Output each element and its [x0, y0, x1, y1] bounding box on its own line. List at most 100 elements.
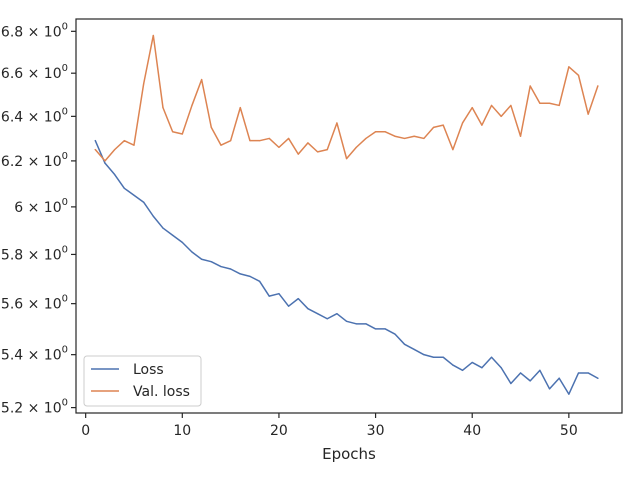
data-point-1-9: [181, 133, 183, 135]
data-point-1-13: [220, 144, 222, 146]
data-point-1-27: [355, 146, 357, 148]
data-point-0-18: [268, 295, 270, 297]
data-point-0-31: [394, 333, 396, 335]
data-point-0-21: [297, 298, 299, 300]
data-point-1-18: [268, 137, 270, 140]
data-point-0-14: [230, 268, 232, 270]
data-point-0-49: [568, 393, 570, 395]
x-tick-label-4: 40: [463, 423, 481, 439]
data-point-0-41: [490, 356, 493, 358]
data-point-1-39: [471, 107, 473, 109]
data-point-1-30: [384, 131, 386, 133]
data-point-0-48: [558, 377, 560, 379]
data-point-0-35: [432, 356, 435, 358]
data-point-0-13: [220, 265, 222, 268]
x-tick-label-0: 0: [81, 423, 90, 439]
data-point-1-10: [191, 104, 193, 107]
data-point-1-35: [432, 126, 435, 128]
data-point-0-3: [123, 187, 125, 189]
data-point-1-52: [597, 85, 599, 87]
x-tick-label-2: 20: [270, 423, 288, 439]
data-point-0-10: [191, 251, 193, 253]
data-point-1-36: [442, 124, 444, 126]
data-point-1-46: [539, 102, 541, 104]
data-point-0-9: [181, 241, 183, 243]
data-point-0-50: [577, 372, 580, 374]
y-tick-label-1: 5.4 × 100: [1, 345, 68, 364]
data-point-0-6: [152, 215, 154, 217]
data-point-1-28: [365, 137, 367, 140]
data-point-0-29: [374, 328, 377, 330]
y-tick-label-0: 5.2 × 100: [1, 398, 68, 417]
data-point-1-47: [548, 102, 551, 104]
y-tick-label-3: 5.8 × 100: [1, 244, 68, 263]
axes-border: [75, 18, 623, 414]
data-point-0-42: [500, 367, 502, 369]
data-point-0-7: [162, 227, 164, 229]
data-point-1-17: [259, 140, 261, 142]
data-point-0-28: [365, 323, 367, 325]
y-tick-label-5: 6.2 × 100: [1, 151, 68, 170]
data-point-1-23: [316, 151, 319, 153]
data-point-1-20: [288, 137, 290, 140]
data-point-0-19: [278, 293, 280, 295]
data-point-1-22: [307, 142, 309, 144]
data-point-0-5: [143, 201, 145, 203]
data-point-0-39: [471, 361, 473, 364]
data-point-1-49: [568, 66, 570, 68]
data-point-1-4: [133, 144, 135, 146]
data-point-1-7: [162, 107, 164, 109]
data-point-0-25: [336, 313, 338, 315]
y-tick-label-8: 6.8 × 100: [1, 21, 68, 40]
data-point-1-44: [519, 135, 522, 137]
data-point-1-6: [152, 34, 154, 37]
data-point-0-20: [288, 305, 290, 307]
data-point-1-48: [558, 104, 560, 107]
data-point-1-25: [336, 122, 338, 124]
data-point-0-8: [172, 234, 174, 236]
data-point-1-42: [500, 115, 502, 117]
data-point-0-40: [481, 367, 483, 369]
data-point-0-46: [539, 369, 541, 371]
plot-area: [94, 34, 599, 395]
data-point-1-3: [123, 140, 125, 142]
data-point-1-38: [461, 122, 464, 124]
y-tick-label-4: 6 × 100: [14, 197, 68, 216]
y-tick-label-7: 6.6 × 100: [1, 63, 68, 82]
data-point-1-2: [114, 149, 116, 151]
data-point-0-11: [201, 258, 203, 260]
data-point-1-32: [403, 137, 406, 140]
data-point-0-51: [587, 372, 589, 374]
x-tick-label-3: 30: [367, 423, 385, 439]
legend-label-0: Loss: [133, 362, 164, 378]
data-point-0-0: [94, 140, 96, 142]
data-point-1-8: [172, 131, 174, 133]
x-tick-label-1: 10: [173, 423, 191, 439]
data-point-0-34: [423, 354, 425, 356]
data-point-1-21: [297, 153, 299, 155]
axes-frame: [75, 18, 623, 414]
data-point-1-5: [143, 83, 145, 85]
data-point-1-43: [510, 104, 512, 107]
data-point-1-16: [249, 140, 251, 142]
data-point-0-16: [249, 275, 251, 277]
data-point-0-22: [307, 308, 309, 310]
data-point-0-2: [114, 173, 116, 176]
data-point-0-27: [355, 323, 357, 325]
legend-label-1: Val. loss: [133, 384, 190, 400]
data-point-0-15: [239, 273, 241, 275]
data-point-0-44: [519, 372, 522, 374]
data-point-0-17: [259, 280, 261, 282]
data-point-0-38: [461, 369, 464, 371]
data-point-1-40: [481, 124, 483, 126]
data-point-0-24: [326, 318, 328, 320]
data-point-1-26: [345, 158, 348, 160]
data-point-0-33: [413, 348, 415, 351]
data-point-1-33: [413, 135, 415, 137]
data-point-1-50: [577, 74, 580, 76]
data-point-0-26: [345, 320, 348, 322]
x-axis-label: Epochs: [322, 445, 376, 463]
data-point-0-32: [403, 343, 406, 345]
data-point-0-12: [210, 261, 212, 263]
